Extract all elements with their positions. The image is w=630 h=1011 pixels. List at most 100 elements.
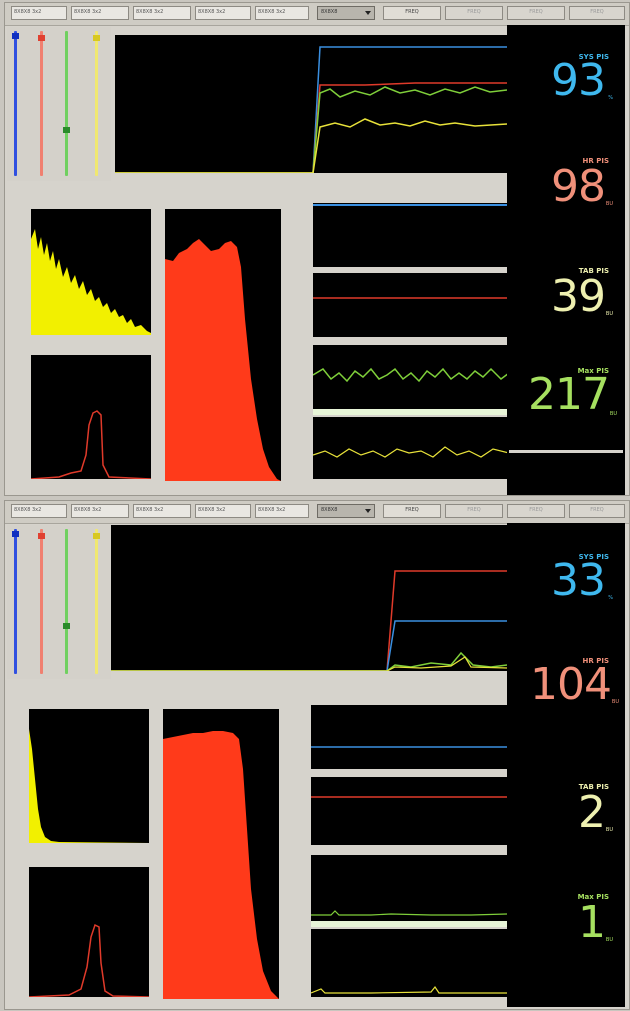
histogram-line: [29, 923, 149, 997]
freq-button[interactable]: FREQ: [445, 504, 503, 518]
readout-value: 93: [551, 55, 606, 106]
red-slider-track[interactable]: [40, 529, 43, 674]
freq-button[interactable]: FREQ: [445, 6, 503, 20]
mode-dropdown[interactable]: 8X8X8: [317, 6, 375, 20]
readout-value: 33: [551, 555, 606, 606]
spectrum-fill: [29, 729, 149, 843]
signal-red: [313, 273, 509, 337]
green-slider-thumb[interactable]: [63, 127, 70, 133]
readout-sys: SYS PIS 33 %: [507, 523, 625, 635]
toolbar-tab[interactable]: 8X8X8 3x2: [71, 504, 129, 518]
area-chart: [163, 709, 279, 999]
red-slider-thumb[interactable]: [38, 533, 45, 539]
red-slider-thumb[interactable]: [38, 35, 45, 41]
blue-slider-track[interactable]: [14, 31, 17, 176]
blue-slider-thumb[interactable]: [12, 531, 19, 537]
readout-empty-cell: [507, 967, 625, 1007]
toolbar-tab[interactable]: 8X8X8 3x2: [195, 504, 251, 518]
histogram-chart: [31, 355, 151, 479]
trend-red-line: [111, 570, 507, 671]
toolbar: 8X8X8 3x2 8X8X8 3x2 8X8X8 3x2 8X8X8 3x2 …: [5, 501, 629, 524]
readout-sys: SYS PIS 93 %: [507, 25, 625, 133]
monitor-panel-bottom: 8X8X8 3x2 8X8X8 3x2 8X8X8 3x2 8X8X8 3x2 …: [4, 500, 630, 1010]
readout-value: 39: [551, 271, 606, 322]
readout-hr: HR PIS 98 BU: [507, 133, 625, 241]
vitals-readout-panel: SYS PIS 93 % HR PIS 98 BU TAB PIS 39 BU …: [507, 25, 625, 495]
trend-chart: [115, 35, 507, 173]
toolbar-tab[interactable]: 8X8X8 3x2: [133, 6, 191, 20]
readout-max: Max PIS 1 BU: [507, 859, 625, 971]
freq-button[interactable]: FREQ: [569, 504, 625, 518]
area-fill: [163, 731, 279, 999]
mode-dropdown[interactable]: 8X8X8: [317, 504, 375, 518]
toolbar-tab[interactable]: 8X8X8 3x2: [11, 504, 67, 518]
green-slider-thumb[interactable]: [63, 623, 70, 629]
readout-value: 98: [551, 161, 606, 212]
trend-blue-line: [111, 620, 507, 671]
toolbar-tab[interactable]: 8X8X8 3x2: [71, 6, 129, 20]
readout-unit: BU: [611, 699, 619, 705]
signal-yellow: [311, 929, 507, 997]
readout-value: 104: [530, 659, 612, 710]
trend-yellow-line: [111, 656, 507, 671]
readout-unit: BU: [605, 827, 613, 833]
signal-separator: [311, 921, 507, 927]
freq-button[interactable]: FREQ: [569, 6, 625, 20]
readout-label: HR PIS: [582, 657, 609, 665]
spectrum-chart: [29, 709, 149, 843]
trend-green-line: [115, 86, 507, 173]
chevron-down-icon: [365, 11, 371, 15]
freq-button[interactable]: FREQ: [507, 504, 565, 518]
vitals-readout-panel: SYS PIS 33 % HR PIS 104 BU TAB PIS 2 BU …: [507, 523, 625, 979]
yellow-slider-track[interactable]: [95, 529, 98, 674]
readout-label: SYS PIS: [578, 53, 609, 61]
signal-blue: [311, 705, 507, 769]
readout-unit: BU: [605, 201, 613, 207]
blue-slider-thumb[interactable]: [12, 33, 19, 39]
freq-button[interactable]: FREQ: [383, 504, 441, 518]
green-slider-track[interactable]: [65, 31, 68, 176]
readout-label: Max PIS: [577, 367, 609, 375]
spectrum-fill: [31, 229, 151, 335]
monitor-panel-top: 8X8X8 3x2 8X8X8 3x2 8X8X8 3x2 8X8X8 3x2 …: [4, 2, 630, 496]
readout-value: 1: [578, 897, 606, 948]
signal-green: [313, 345, 509, 409]
readout-tab: TAB PIS 2 BU: [507, 747, 625, 859]
toolbar-tab[interactable]: 8X8X8 3x2: [133, 504, 191, 518]
blue-slider-track[interactable]: [14, 529, 17, 674]
trend-yellow-line: [115, 118, 507, 173]
yellow-slider-thumb[interactable]: [93, 533, 100, 539]
toolbar-tab[interactable]: 8X8X8 3x2: [11, 6, 67, 20]
readout-empty-cell: [509, 450, 623, 493]
freq-button[interactable]: FREQ: [383, 6, 441, 20]
yellow-slider-track[interactable]: [95, 31, 98, 176]
readout-unit: BU: [605, 311, 613, 317]
readout-hr: HR PIS 104 BU: [507, 635, 625, 747]
readout-max: Max PIS 217 BU: [507, 349, 625, 449]
channel-sliders: [7, 27, 111, 181]
toolbar-tab[interactable]: 8X8X8 3x2: [255, 6, 309, 20]
toolbar-tab[interactable]: 8X8X8 3x2: [255, 504, 309, 518]
trend-chart: [111, 525, 507, 671]
readout-label: SYS PIS: [578, 553, 609, 561]
signal-red: [311, 777, 507, 845]
readout-unit: BU: [605, 937, 613, 943]
red-slider-track[interactable]: [40, 31, 43, 176]
chevron-down-icon: [365, 509, 371, 513]
toolbar-tab[interactable]: 8X8X8 3x2: [195, 6, 251, 20]
readout-unit: BU: [609, 411, 617, 417]
spectrum-chart: [31, 209, 151, 335]
histogram-chart: [29, 867, 149, 997]
yellow-slider-thumb[interactable]: [93, 35, 100, 41]
channel-sliders: [7, 525, 111, 679]
signal-green: [311, 855, 507, 921]
readout-label: TAB PIS: [578, 267, 609, 275]
readout-value: 2: [578, 787, 606, 838]
freq-button[interactable]: FREQ: [507, 6, 565, 20]
readout-tab: TAB PIS 39 BU: [507, 241, 625, 349]
readout-label: TAB PIS: [578, 783, 609, 791]
trend-blue-line: [115, 46, 507, 173]
area-fill: [165, 239, 281, 481]
green-slider-track[interactable]: [65, 529, 68, 674]
readout-value: 217: [528, 369, 610, 420]
